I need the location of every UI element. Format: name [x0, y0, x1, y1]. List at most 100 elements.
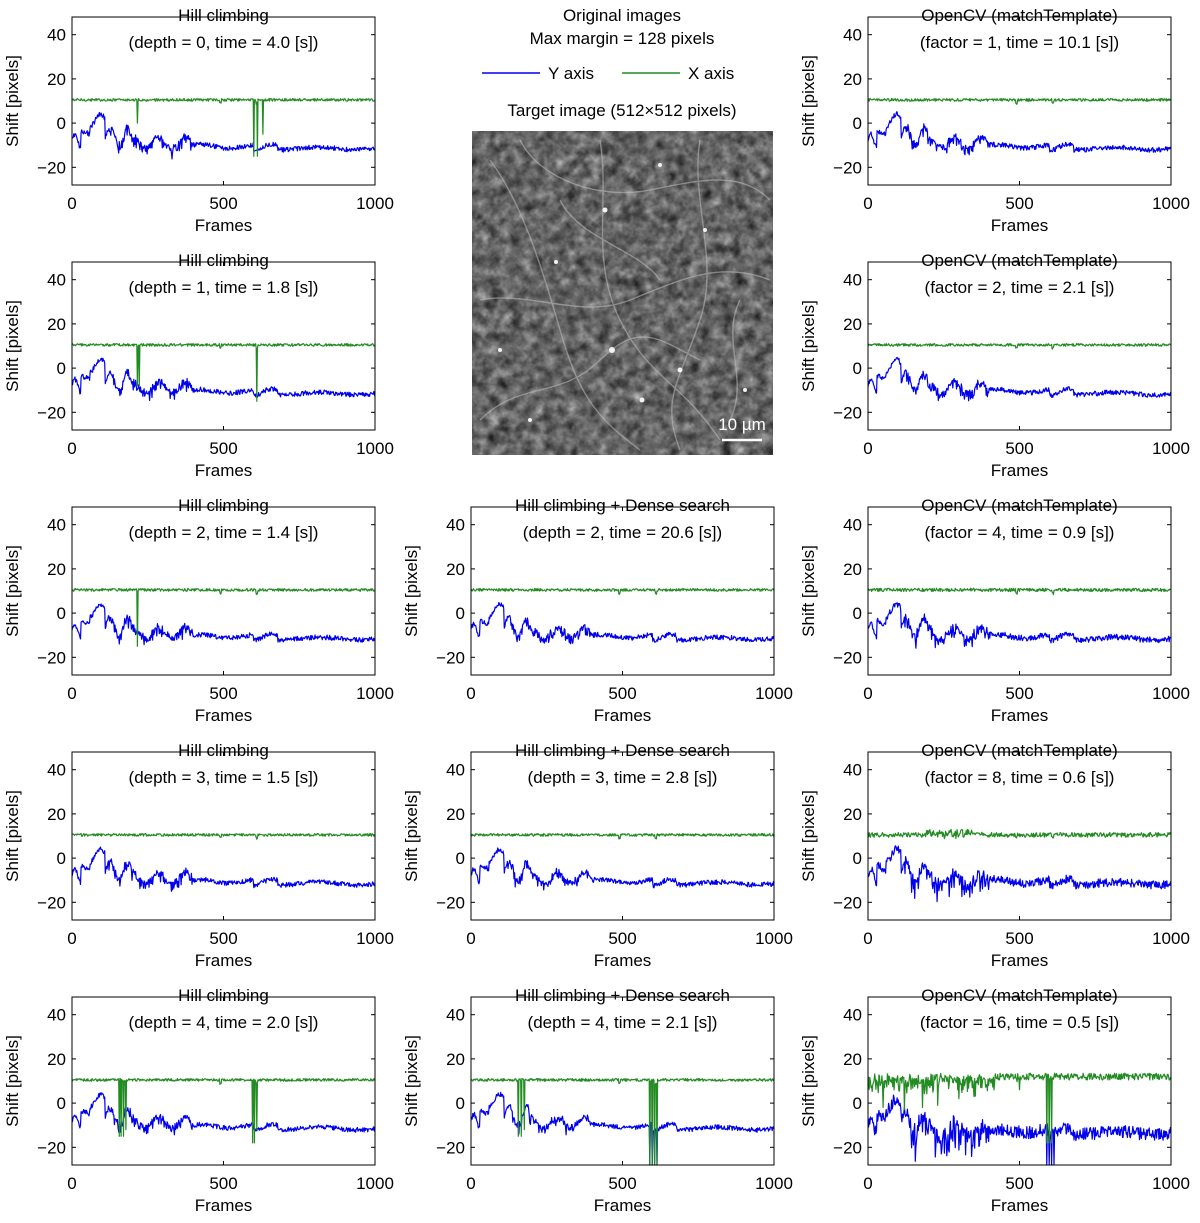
x-tick-label: 0 [863, 194, 872, 213]
target-image-title: Target image (512×512 pixels) [507, 101, 736, 120]
subplot-title-line2: (depth = 2, time = 1.4 [s]) [129, 523, 319, 542]
series-y-axis-line [71, 603, 376, 646]
y-axis-label: Shift [pixels] [799, 1035, 818, 1127]
y-tick-label: 20 [47, 805, 66, 824]
x-tick-label: 0 [67, 1174, 76, 1193]
subplot-hc4: Hill climbing (depth = 4, time = 2.0 [s])… [3, 986, 394, 1215]
y-tick-label: −20 [436, 893, 465, 912]
subplot-hc2: Hill climbing (depth = 2, time = 1.4 [s])… [3, 496, 394, 725]
x-tick-label: 500 [608, 1174, 636, 1193]
y-tick-label: −20 [37, 158, 66, 177]
legend-label-y-axis: Y axis [548, 64, 594, 83]
subplot-title-line2: (depth = 3, time = 2.8 [s]) [528, 768, 718, 787]
y-axis-label: Shift [pixels] [799, 55, 818, 147]
subplot-title-line2: (factor = 1, time = 10.1 [s]) [920, 33, 1119, 52]
x-axis-label: Frames [594, 706, 652, 725]
y-tick-label: 40 [47, 26, 66, 45]
y-axis-label: Shift [pixels] [799, 790, 818, 882]
series-y-axis-line [71, 357, 376, 402]
subplot-title-line1: OpenCV (matchTemplate) [921, 496, 1118, 515]
x-tick-label: 500 [1005, 684, 1033, 703]
y-tick-label: 20 [843, 315, 862, 334]
y-tick-label: 40 [47, 271, 66, 290]
series-y-axis-line [470, 847, 775, 891]
x-tick-label: 500 [209, 194, 237, 213]
subplot-title-line1: Hill climbing + Dense search [515, 496, 730, 515]
subplot-title-line2: (depth = 0, time = 4.0 [s]) [129, 33, 319, 52]
subplot-title-line2: (factor = 2, time = 2.1 [s]) [925, 278, 1115, 297]
subplot-title-line1: Hill climbing [178, 986, 269, 1005]
y-tick-label: −20 [436, 648, 465, 667]
y-tick-label: 20 [843, 560, 862, 579]
series-y-axis-line [470, 601, 775, 645]
x-tick-label: 0 [67, 439, 76, 458]
subplot-title-line1: OpenCV (matchTemplate) [921, 251, 1118, 270]
series-x-axis-line [867, 828, 1172, 840]
series-y-axis-line [867, 111, 1172, 156]
x-tick-label: 0 [863, 1174, 872, 1193]
x-tick-label: 500 [1005, 929, 1033, 948]
y-tick-label: 0 [853, 604, 862, 623]
x-tick-label: 1000 [1152, 684, 1190, 703]
x-tick-label: 1000 [356, 439, 394, 458]
y-tick-label: 20 [446, 805, 465, 824]
subplot-cv16: OpenCV (matchTemplate) (factor = 16, time… [799, 986, 1190, 1215]
y-tick-label: 40 [47, 761, 66, 780]
x-axis-label: Frames [991, 461, 1049, 480]
x-axis-label: Frames [594, 951, 652, 970]
series-x-axis-line [867, 587, 1172, 596]
series-x-axis-line [470, 1077, 775, 1166]
figure-header: Original images Max margin = 128 pixels … [482, 6, 734, 83]
legend: Y axis X axis [482, 64, 734, 83]
subplot-hd3: Hill climbing + Dense search (depth = 3, … [402, 741, 793, 970]
x-tick-label: 500 [209, 929, 237, 948]
y-tick-label: 0 [57, 849, 66, 868]
subplot-hc1: Hill climbing (depth = 1, time = 1.8 [s])… [3, 251, 394, 480]
x-tick-label: 500 [1005, 439, 1033, 458]
x-tick-label: 500 [209, 1174, 237, 1193]
subplot-title-line2: (depth = 1, time = 1.8 [s]) [129, 278, 319, 297]
x-tick-label: 0 [466, 684, 475, 703]
subplot-title-line1: Hill climbing [178, 496, 269, 515]
y-tick-label: −20 [436, 1138, 465, 1157]
series-x-axis-line [470, 587, 775, 595]
y-tick-label: 0 [57, 604, 66, 623]
x-tick-label: 0 [67, 684, 76, 703]
y-tick-label: 20 [446, 560, 465, 579]
y-tick-label: 40 [843, 1006, 862, 1025]
y-tick-label: −20 [37, 403, 66, 422]
subplot-title-line1: Hill climbing [178, 251, 269, 270]
y-tick-label: 20 [47, 70, 66, 89]
subplot-title-line1: Hill climbing + Dense search [515, 986, 730, 1005]
y-tick-label: −20 [37, 893, 66, 912]
y-tick-label: 20 [47, 315, 66, 334]
subplot-hc0: Hill climbing (depth = 0, time = 4.0 [s])… [3, 6, 394, 235]
y-tick-label: −20 [833, 893, 862, 912]
y-tick-label: 40 [47, 1006, 66, 1025]
scale-bar: 10 µm [718, 415, 766, 442]
y-tick-label: 0 [57, 1094, 66, 1113]
x-axis-label: Frames [594, 1196, 652, 1215]
y-tick-label: 40 [446, 1006, 465, 1025]
target-image [472, 131, 773, 455]
y-tick-label: −20 [833, 1138, 862, 1157]
subplot-hd2: Hill climbing + Dense search (depth = 2, … [402, 496, 793, 725]
y-tick-label: 20 [47, 560, 66, 579]
x-tick-label: 1000 [755, 684, 793, 703]
x-tick-label: 500 [608, 929, 636, 948]
y-tick-label: 40 [446, 761, 465, 780]
subplot-title-line2: (depth = 3, time = 1.5 [s]) [129, 768, 319, 787]
y-tick-label: 20 [47, 1050, 66, 1069]
x-tick-label: 1000 [755, 1174, 793, 1193]
y-tick-label: 40 [47, 516, 66, 535]
subplot-title-line2: (factor = 4, time = 0.9 [s]) [925, 523, 1115, 542]
subplot-cv1: OpenCV (matchTemplate) (factor = 1, time … [799, 6, 1190, 235]
x-tick-label: 500 [209, 684, 237, 703]
y-tick-label: 0 [853, 849, 862, 868]
x-tick-label: 1000 [1152, 194, 1190, 213]
series-y-axis-line [867, 1094, 1172, 1166]
header-title-line2: Max margin = 128 pixels [530, 29, 715, 48]
y-tick-label: −20 [833, 158, 862, 177]
y-tick-label: −20 [833, 648, 862, 667]
